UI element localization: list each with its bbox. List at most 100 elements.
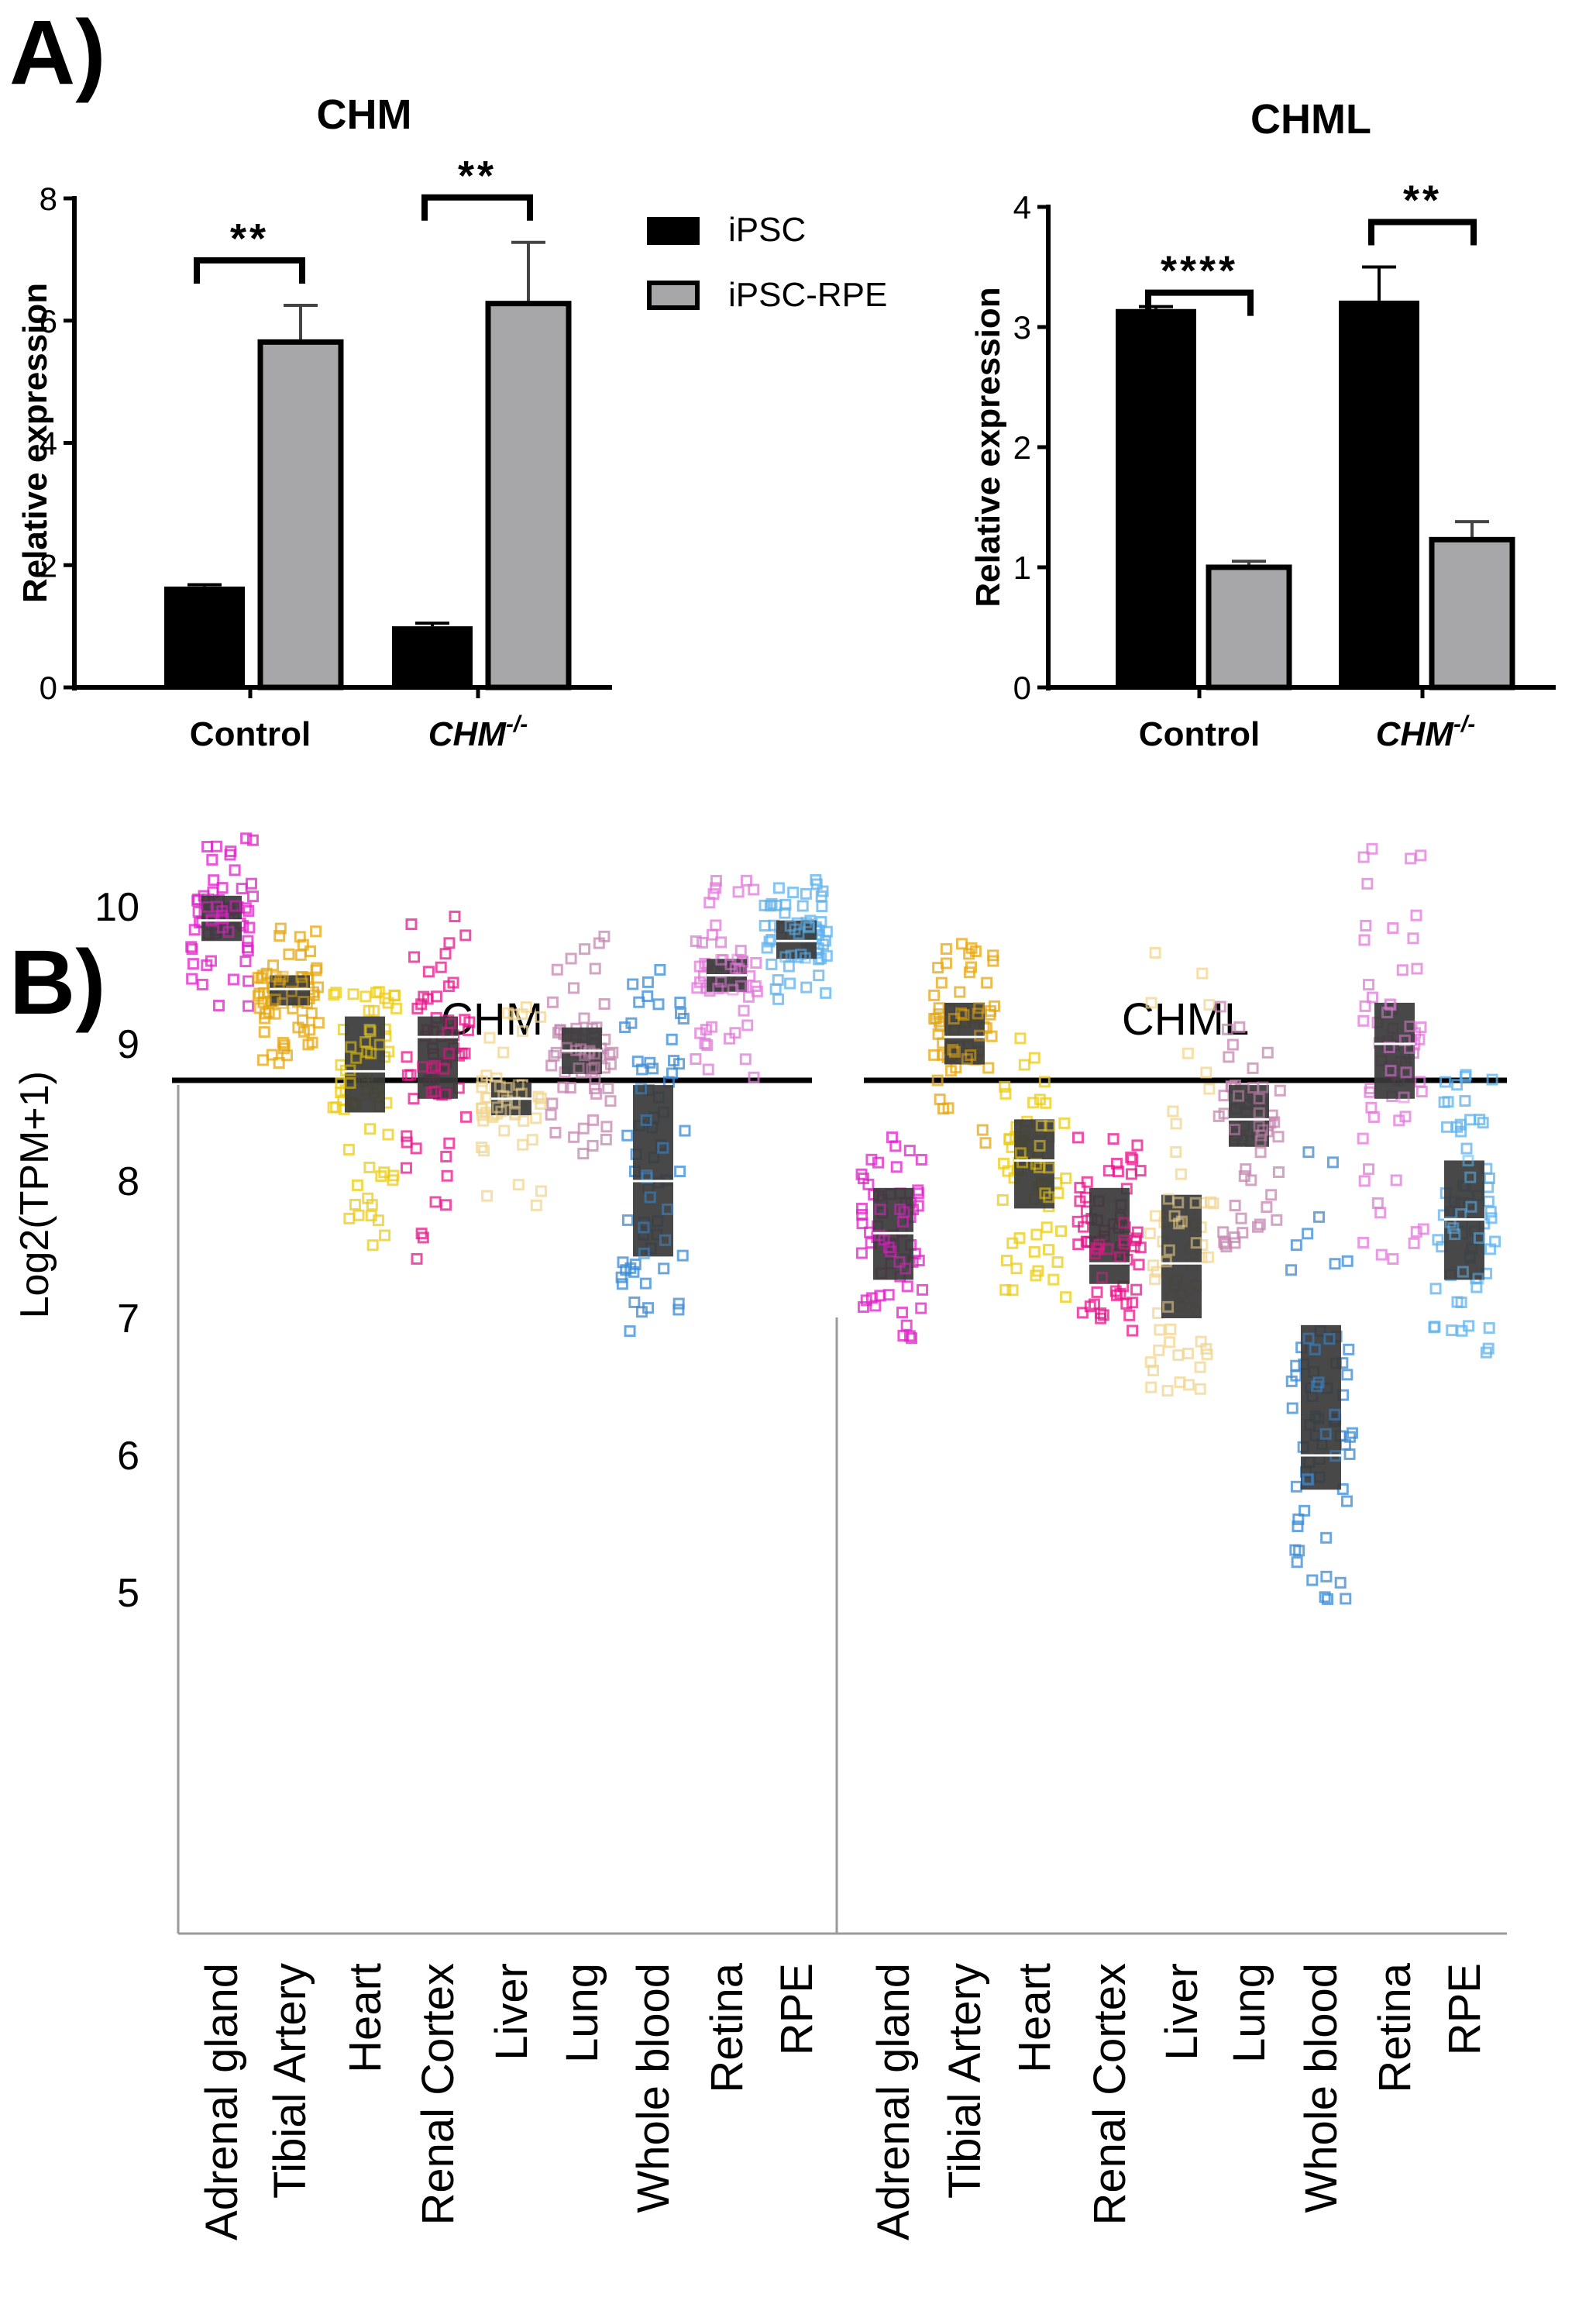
- data-point: [702, 1063, 714, 1076]
- data-point: [981, 976, 993, 989]
- data-point: [1097, 1309, 1109, 1321]
- y-tick-label: 3: [1013, 309, 1031, 346]
- data-point: [1006, 1284, 1019, 1297]
- y-tick-label: 6: [117, 1434, 139, 1479]
- data-point: [430, 990, 442, 1003]
- data-point: [411, 1002, 424, 1014]
- data-point: [652, 998, 665, 1011]
- data-point: [740, 874, 752, 887]
- data-point: [1274, 1084, 1286, 1097]
- data-point: [1028, 1052, 1040, 1064]
- data-point: [979, 1137, 992, 1149]
- data-point: [813, 969, 825, 982]
- data-point: [210, 840, 222, 852]
- data-point: [1133, 1259, 1145, 1271]
- data-point: [1486, 1073, 1498, 1086]
- data-point: [565, 952, 577, 965]
- x-tick-label: Lung: [1224, 1963, 1274, 2063]
- data-point: [229, 900, 242, 912]
- data-point: [298, 996, 310, 1008]
- significance-label: ****: [1161, 248, 1238, 294]
- data-point: [674, 997, 686, 1009]
- data-point: [1254, 1135, 1267, 1148]
- data-point: [1090, 1242, 1102, 1254]
- data-point: [932, 1028, 944, 1040]
- data-point: [706, 928, 718, 941]
- data-point: [494, 1080, 506, 1093]
- data-point: [443, 1137, 456, 1149]
- data-point: [578, 1012, 590, 1025]
- data-point: [579, 943, 591, 956]
- data-point: [710, 919, 722, 932]
- data-point: [1449, 1228, 1461, 1241]
- data-point: [518, 1114, 530, 1127]
- data-point: [520, 1001, 532, 1014]
- data-point: [984, 1008, 996, 1021]
- data-point: [948, 1045, 961, 1058]
- data-point: [365, 1210, 377, 1222]
- x-tick-label-superscript: -/-: [506, 711, 528, 737]
- legend-label-ipsc-rpe: iPSC-RPE: [728, 276, 887, 314]
- data-point: [269, 994, 281, 1006]
- data-point: [677, 1012, 690, 1025]
- data-point: [1120, 1297, 1133, 1310]
- data-point: [712, 983, 724, 995]
- data-point: [256, 1054, 269, 1066]
- data-point: [583, 1047, 595, 1059]
- data-point: [401, 1136, 413, 1149]
- data-point: [1400, 1066, 1412, 1079]
- y-tick-label: 2: [40, 547, 57, 584]
- data-point: [793, 928, 805, 940]
- data-point: [187, 958, 199, 970]
- x-tick-label: Whole blood: [1296, 1963, 1347, 2213]
- data-point: [1272, 1166, 1285, 1178]
- data-point: [1483, 1172, 1495, 1184]
- data-point: [874, 1204, 886, 1216]
- data-point: [1084, 1300, 1096, 1313]
- data-point: [800, 887, 812, 900]
- data-point: [1055, 1225, 1068, 1238]
- data-point: [483, 1031, 496, 1044]
- data-point: [1257, 1124, 1269, 1136]
- data-point: [1245, 1174, 1257, 1186]
- data-point: [1381, 1006, 1394, 1018]
- data-point: [857, 1173, 869, 1185]
- data-point: [535, 1185, 547, 1197]
- data-point: [586, 1062, 598, 1075]
- data-point: [222, 925, 235, 938]
- data-point: [401, 1051, 413, 1063]
- data-point: [1341, 1495, 1354, 1507]
- data-point: [763, 935, 776, 948]
- data-point: [937, 1103, 950, 1115]
- data-point: [638, 1247, 650, 1259]
- x-tick-label: Tibial Artery: [265, 1963, 315, 2199]
- data-point: [1125, 1151, 1137, 1163]
- data-point: [1212, 1110, 1225, 1122]
- data-point: [1357, 1014, 1370, 1027]
- data-point: [1326, 1156, 1339, 1169]
- data-point: [186, 943, 198, 956]
- data-point: [1432, 1234, 1444, 1246]
- data-point: [546, 996, 559, 1008]
- data-point: [270, 970, 282, 983]
- data-point: [1343, 1343, 1355, 1355]
- chm-bar-chart: CHM Relative expression 0 2 4 6 8 Control ** CHM-…: [16, 91, 612, 753]
- y-tick-label: 10: [95, 885, 139, 930]
- x-tick-label: Renal Cortex: [413, 1963, 463, 2225]
- data-point: [976, 1124, 989, 1136]
- data-point: [913, 1255, 925, 1267]
- data-point: [242, 904, 255, 917]
- data-point: [568, 1131, 580, 1143]
- data-point: [1154, 1324, 1166, 1336]
- data-point: [405, 918, 418, 931]
- significance-bracket: [194, 257, 305, 284]
- data-point: [1455, 1297, 1467, 1309]
- data-point: [1290, 1359, 1302, 1372]
- data-point: [586, 1139, 599, 1152]
- data-point: [598, 998, 611, 1011]
- data-point: [363, 1161, 376, 1173]
- data-point: [557, 1081, 569, 1093]
- data-point: [1251, 1221, 1264, 1233]
- data-point: [1016, 1156, 1029, 1169]
- data-point: [765, 934, 778, 946]
